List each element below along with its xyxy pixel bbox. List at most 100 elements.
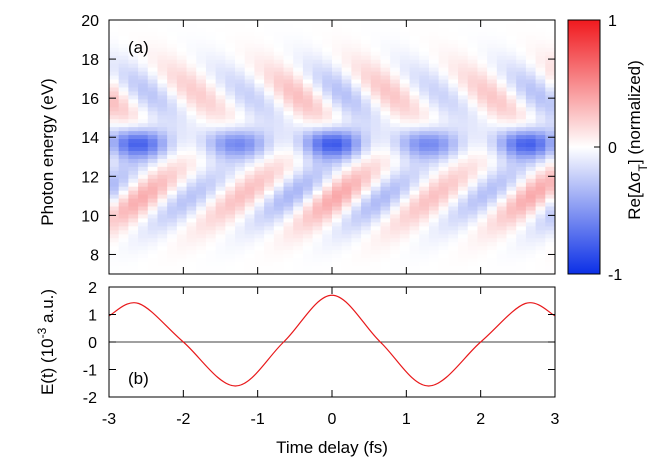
heatmap-cell xyxy=(225,127,236,132)
heatmap-cell xyxy=(138,158,149,164)
heatmap-cell xyxy=(428,234,440,239)
heatmap-cell xyxy=(477,194,488,200)
heatmap-cell xyxy=(167,230,178,235)
heatmap-cell xyxy=(273,59,285,65)
heatmap-cell xyxy=(506,55,517,61)
heatmap-cell xyxy=(419,39,430,45)
heatmap-cell xyxy=(196,71,207,77)
field-y-tick-label: -2 xyxy=(83,390,97,407)
heatmap-cell xyxy=(186,63,197,69)
field-y-axis-title: E(t) (10-3 a.u.) xyxy=(35,289,57,395)
heatmap-cell xyxy=(293,135,304,140)
heatmap-cell xyxy=(302,135,314,140)
heatmap-cell xyxy=(244,242,256,247)
heatmap-cell xyxy=(205,127,217,132)
heatmap-cell xyxy=(312,250,323,255)
heatmap-cell xyxy=(273,87,285,93)
heatmap-cell xyxy=(477,218,488,224)
heatmap-cell xyxy=(351,31,362,37)
heatmap-cell xyxy=(496,210,508,216)
heatmap-cell xyxy=(438,35,449,41)
heatmap-cell xyxy=(496,139,508,144)
heatmap-cell xyxy=(254,182,265,188)
heatmap-cell xyxy=(167,99,178,104)
heatmap-cell xyxy=(438,182,449,188)
heatmap-cell xyxy=(409,246,420,251)
heatmap-cell xyxy=(128,162,139,168)
heatmap-cell xyxy=(380,174,391,180)
heatmap-cell xyxy=(477,202,488,208)
heatmap-cell xyxy=(496,59,508,65)
heatmap-cell xyxy=(283,31,294,37)
heatmap-cell xyxy=(361,266,372,271)
heatmap-cell xyxy=(467,59,479,65)
heatmap-cell xyxy=(467,63,479,69)
heatmap-cell xyxy=(196,59,207,65)
heatmap-cell xyxy=(128,170,139,176)
heatmap-cell xyxy=(390,143,401,148)
heatmap-cell xyxy=(283,23,294,29)
heatmap-cell xyxy=(205,131,217,136)
heatmap-cell xyxy=(167,214,178,220)
heatmap-cell xyxy=(370,123,382,128)
heatmap-cell xyxy=(506,186,517,192)
heatmap-cell xyxy=(487,190,498,196)
heatmap-cell xyxy=(109,174,120,180)
heatmap-cell xyxy=(351,162,362,168)
heatmap-cell xyxy=(196,194,207,200)
heatmap-cell xyxy=(128,258,139,263)
heatmap-cell xyxy=(205,95,217,100)
heatmap-cell xyxy=(477,154,488,160)
heatmap-cell xyxy=(109,59,120,65)
heatmap-cell xyxy=(361,43,372,49)
heatmap-cell xyxy=(157,143,168,148)
heatmap-cell xyxy=(205,150,217,156)
heatmap-cell xyxy=(448,258,459,263)
heatmap-cell xyxy=(118,31,129,37)
heatmap-cell xyxy=(264,95,275,100)
heatmap-cell xyxy=(273,234,285,239)
heatmap-cell xyxy=(390,35,401,41)
heatmap-cell xyxy=(273,43,285,49)
heatmap-cell xyxy=(273,174,285,180)
heatmap-cell xyxy=(428,79,440,85)
heatmap-cell xyxy=(525,71,537,77)
heatmap-cell xyxy=(525,131,537,136)
heatmap-cell xyxy=(167,71,178,77)
heatmap-cell xyxy=(380,91,391,97)
heatmap-cell xyxy=(419,59,430,65)
heatmap-cell xyxy=(264,150,275,156)
heatmap-cell xyxy=(409,71,420,77)
heatmap-cell xyxy=(157,218,168,224)
heatmap-cell xyxy=(438,210,449,216)
heatmap-cell xyxy=(283,20,294,25)
heatmap-cell xyxy=(525,51,537,57)
heatmap-cell xyxy=(438,59,449,65)
heatmap-cell xyxy=(167,254,178,259)
heatmap-cell xyxy=(128,178,139,184)
heatmap-cell xyxy=(302,262,314,267)
heatmap-cell xyxy=(332,135,343,140)
heatmap-cell xyxy=(273,79,285,85)
heatmap-cell xyxy=(332,262,343,267)
heatmap-cell xyxy=(157,43,168,49)
heatmap-cell xyxy=(128,79,139,85)
heatmap-cell xyxy=(302,139,314,144)
heatmap-cell xyxy=(302,174,314,180)
heatmap-cell xyxy=(409,266,420,271)
heatmap-cell xyxy=(535,206,546,212)
heatmap-cell xyxy=(361,222,372,227)
heatmap-cell xyxy=(235,270,246,274)
heatmap-cell xyxy=(322,131,333,136)
heatmap-cell xyxy=(186,139,197,144)
heatmap-cell xyxy=(167,20,178,25)
heatmap-cell xyxy=(525,55,537,61)
heatmap-cell xyxy=(399,154,411,160)
heatmap-cell xyxy=(380,63,391,69)
heatmap-cell xyxy=(273,230,285,235)
heatmap-cell xyxy=(341,226,352,231)
heatmap-cell xyxy=(419,55,430,61)
heatmap-cell xyxy=(487,174,498,180)
heatmap-cell xyxy=(235,242,246,247)
heatmap-cell xyxy=(341,198,352,204)
